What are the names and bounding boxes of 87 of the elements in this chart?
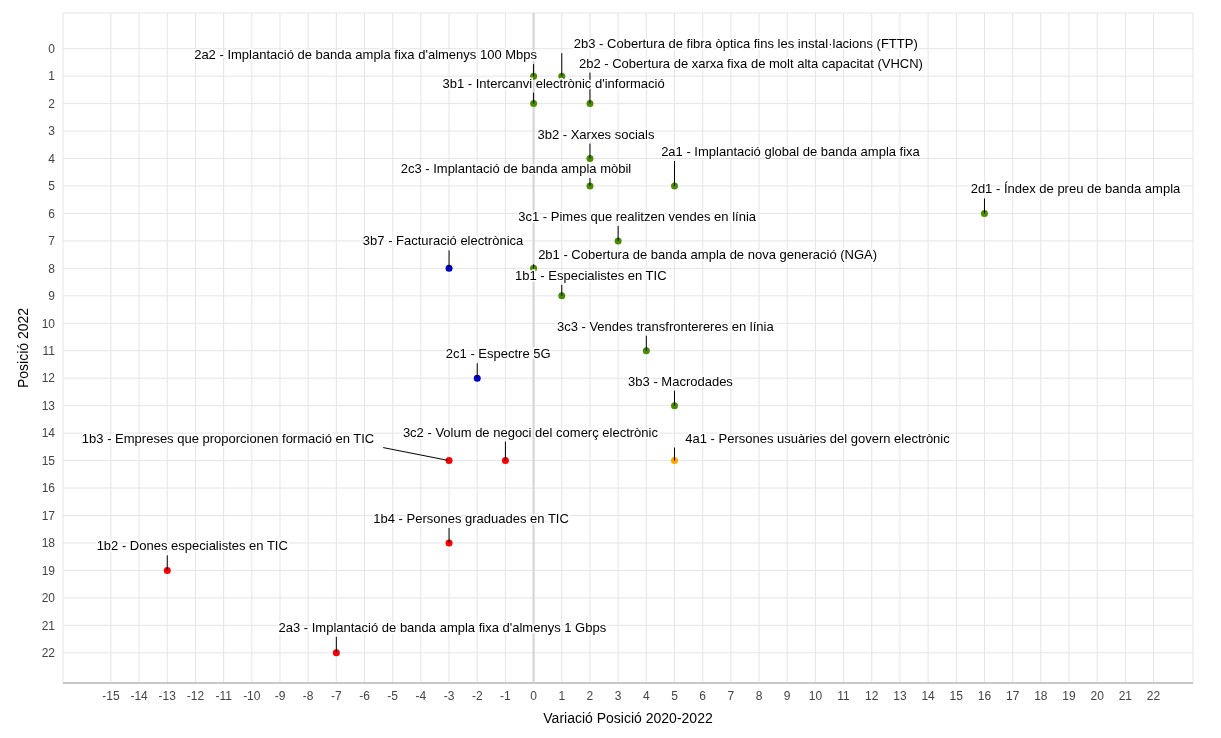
x-tick-label: 15 — [949, 688, 964, 703]
annotation: 3c3 - Vendes transfrontereres en línia — [556, 318, 775, 334]
x-tick-label: 17 — [1005, 688, 1020, 703]
x-tick-label: -10 — [243, 688, 261, 703]
x-tick-label: -1 — [500, 688, 512, 703]
x-tick-label: 8 — [755, 688, 763, 703]
y-tick-label: 2 — [48, 96, 56, 111]
x-tick-label: 14 — [921, 688, 936, 703]
annotation: 2a2 - Implantació de banda ampla fixa d'almenys 100 Mbps — [194, 47, 538, 63]
x-tick-label: -13 — [158, 688, 177, 703]
x-tick-label: -4 — [415, 688, 427, 703]
x-tick-label: 20 — [1090, 688, 1105, 703]
x-tick-label: -7 — [331, 688, 342, 703]
y-tick-label: 12 — [41, 371, 56, 386]
x-tick-label: -5 — [387, 688, 399, 703]
y-tick-label: 15 — [41, 453, 56, 468]
x-tick-label: 5 — [671, 688, 679, 703]
x-tick-label: -14 — [130, 688, 149, 703]
y-tick-label: 18 — [41, 536, 56, 551]
y-tick-label: 11 — [42, 344, 56, 359]
x-tick-label: 13 — [893, 688, 907, 703]
point — [163, 566, 171, 574]
x-tick-label: -12 — [186, 688, 205, 703]
annotation: 3c2 - Volum de negoci del comerç electrònic — [402, 424, 659, 440]
annotation: 2b2 - Cobertura de xarxa fixa de molt alta capacitat (VHCN) — [578, 55, 923, 71]
x-tick-label: -8 — [302, 688, 314, 703]
annotation: 2b3 - Cobertura de fibra òptica fins les instal·lacions (FTTP) — [573, 36, 918, 52]
annotation: 3b3 - Macrodades — [628, 373, 734, 389]
x-tick-label: -15 — [102, 688, 120, 703]
y-tick-label: 3 — [48, 124, 56, 139]
y-tick-label: 0 — [48, 41, 56, 56]
y-axis-title: Posició 2022 — [14, 307, 31, 389]
y-tick-label: 20 — [41, 591, 56, 606]
annotation: 2a3 - Implantació de banda ampla fixa d'almenys 1 Gbps — [278, 619, 607, 635]
y-tick-label: 6 — [48, 206, 56, 221]
x-axis-title: Variació Posició 2020-2022 — [543, 710, 713, 726]
annotation: 4a1 - Persones usuàries del govern electrònic — [685, 430, 951, 446]
annotation: 1b3 - Empreses que proporcionen formació en TIC — [81, 430, 375, 446]
y-tick-label: 19 — [41, 563, 56, 578]
x-tick-label: 2 — [586, 688, 594, 703]
annotation: 3c1 - Pimes que realitzen vendes en línia — [518, 208, 757, 224]
y-tick-label: 8 — [48, 261, 56, 276]
y-tick-label: 9 — [48, 289, 56, 304]
x-tick-label: 12 — [865, 688, 879, 703]
y-tick-label: 1 — [48, 69, 56, 84]
y-tick-label: 4 — [48, 151, 56, 166]
x-tick-label: 4 — [642, 688, 650, 703]
annotation: 2c3 - Implantació de banda ampla mòbil — [400, 160, 632, 176]
point — [473, 374, 481, 382]
x-tick-label: 21 — [1118, 688, 1133, 703]
annotation: 1b4 - Persones graduades en TIC — [373, 510, 569, 526]
annotation: 3b7 - Facturació electrònica — [362, 233, 525, 249]
annotation: 2a1 - Implantació global de banda ampla fixa — [661, 143, 921, 159]
x-tick-label: 18 — [1034, 688, 1048, 703]
x-tick-label: 0 — [530, 688, 538, 703]
x-tick-label: 1 — [558, 688, 566, 703]
x-tick-label: 7 — [727, 688, 735, 703]
annotation: 1b2 - Dones especialistes en TIC — [96, 538, 288, 554]
x-tick-label: -11 — [215, 688, 233, 703]
y-tick-label: 17 — [41, 508, 56, 523]
point — [332, 649, 340, 657]
x-tick-label: 6 — [699, 688, 707, 703]
y-tick-label: 7 — [48, 234, 56, 249]
x-tick-label: 11 — [837, 688, 851, 703]
x-tick-label: -9 — [274, 688, 286, 703]
annotation: 2d1 - Índex de preu de banda ampla — [970, 181, 1182, 197]
x-tick-label: 3 — [614, 688, 622, 703]
annotation: 1b1 - Especialistes en TIC — [515, 267, 667, 283]
y-tick-label: 14 — [41, 426, 56, 441]
x-tick-label: 16 — [977, 688, 992, 703]
y-tick-label: 16 — [41, 481, 56, 496]
x-tick-label: 9 — [783, 688, 791, 703]
x-tick-label: 22 — [1146, 688, 1161, 703]
y-tick-label: 13 — [41, 398, 56, 413]
annotation: 2c1 - Espectre 5G — [445, 346, 551, 362]
y-tick-label: 5 — [48, 179, 56, 194]
x-tick-label: -6 — [359, 688, 371, 703]
x-tick-label: -2 — [471, 688, 483, 703]
annotation: 2b1 - Cobertura de banda ampla de nova generació (NGA) — [538, 247, 878, 263]
x-tick-label: 10 — [808, 688, 823, 703]
y-tick-label: 10 — [41, 316, 56, 331]
annotation: 3b2 - Xarxes socials — [537, 126, 655, 142]
y-tick-label: 22 — [41, 646, 56, 661]
y-tick-label: 21 — [41, 618, 56, 633]
point — [980, 209, 988, 217]
x-tick-label: -3 — [443, 688, 455, 703]
x-tick-label: 19 — [1062, 688, 1076, 703]
